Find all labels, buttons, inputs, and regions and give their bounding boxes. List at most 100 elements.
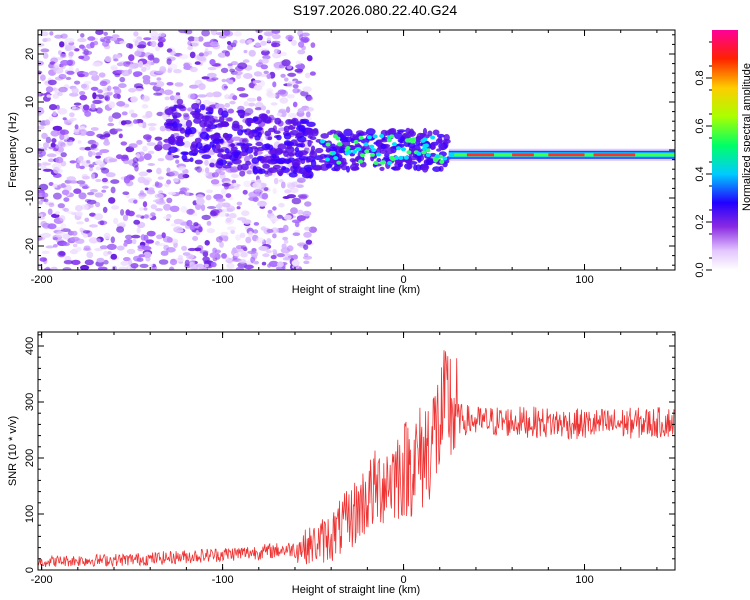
spectrogram-cell <box>42 162 51 166</box>
y-tick-label: -20 <box>24 238 36 254</box>
spectrogram-cell <box>99 245 108 250</box>
spectrogram-cell <box>233 70 243 76</box>
spectrogram-cell <box>236 206 241 210</box>
spectrogram-cell <box>221 78 227 83</box>
spectrogram-cell <box>173 218 183 225</box>
spectrogram-cell <box>252 229 259 234</box>
spectrogram-cell <box>440 143 445 151</box>
spectrogram-cell <box>103 140 110 146</box>
spectrogram-cell <box>366 135 372 140</box>
spectrogram-cell <box>86 251 94 259</box>
spectrogram-cell <box>298 41 305 48</box>
spectrogram-cell <box>66 176 76 182</box>
spectrogram-cell <box>205 127 211 132</box>
spectrogram-cell <box>231 61 238 66</box>
spectrogram-cell <box>243 219 252 225</box>
signal-band-peak <box>593 153 636 157</box>
spectrogram-cell <box>142 201 148 208</box>
chart-title: S197.2026.080.22.40.G24 <box>292 2 458 18</box>
spectrogram-cell <box>261 58 269 64</box>
spectrogram-cell <box>129 63 134 71</box>
spectrogram-cell <box>221 110 229 118</box>
spectrogram-cell <box>182 252 191 256</box>
spectrogram-cell <box>75 163 80 169</box>
spectrogram-cell <box>82 50 93 56</box>
spectrogram-cell <box>243 101 249 107</box>
x-tick-label: -200 <box>31 574 53 586</box>
spectrogram-cell <box>261 192 269 200</box>
spectrogram-cell <box>358 159 364 164</box>
spectrogram-cell <box>143 214 149 219</box>
spectrogram-cell <box>191 152 198 156</box>
spectrogram-cell <box>142 75 151 81</box>
spectrogram-cell <box>55 231 66 238</box>
spectrogram-cell <box>53 67 64 74</box>
signal-band-peak <box>512 153 534 157</box>
spectrogram-cell <box>57 50 62 55</box>
spectrogram-cell <box>148 126 156 132</box>
spectrogram-cell <box>271 154 277 159</box>
spectrogram-cell <box>113 93 120 99</box>
spectrogram-cell <box>253 151 258 157</box>
spectrogram-cell <box>157 37 166 43</box>
spectrogram-cell <box>432 129 440 136</box>
spectrogram-cell <box>325 157 330 162</box>
spectrogram-cell <box>58 251 66 256</box>
spectrogram-cell <box>157 41 164 48</box>
spectrogram-cell <box>103 259 109 265</box>
spectrogram-cell <box>123 177 131 184</box>
spectrogram-cell <box>284 253 292 260</box>
spectrogram-cell <box>141 95 150 102</box>
spectrogram-cell <box>376 157 382 163</box>
spectrogram-cell <box>281 59 291 67</box>
spectrogram-cell <box>303 244 309 251</box>
spectrogram-cell <box>55 156 64 164</box>
spectrogram-cell <box>128 54 135 62</box>
spectrogram-cell <box>64 37 75 44</box>
spectrogram-cell <box>276 134 282 141</box>
spectrogram-cell <box>63 197 70 203</box>
spectrogram-cell <box>287 81 293 88</box>
spectrogram-cell <box>274 92 280 99</box>
spectrogram-cell <box>189 157 194 162</box>
spectrogram-cell <box>206 206 217 209</box>
spectrogram-cell <box>90 86 99 91</box>
spectrogram-cell <box>91 173 96 180</box>
spectrogram-cell <box>89 212 96 217</box>
spectrogram-cell <box>76 180 86 185</box>
spectrogram-cell <box>103 31 108 36</box>
spectrogram-cell <box>38 162 42 167</box>
spectrogram-cell <box>268 260 279 268</box>
spectrogram-cell <box>68 51 74 57</box>
spectrogram-cell <box>80 204 89 210</box>
spectrogram-cell <box>95 160 103 165</box>
spectrogram-cell <box>243 73 253 79</box>
spectrogram-cell <box>123 160 131 165</box>
spectrogram-cell <box>95 201 101 208</box>
spectrogram-cell <box>243 49 248 54</box>
spectrogram-cell <box>39 257 47 262</box>
y-tick-label: 10 <box>24 96 36 108</box>
spectrogram-cell <box>143 207 148 211</box>
spectrogram-cell <box>43 168 53 172</box>
spectrogram-cell <box>116 154 123 160</box>
spectrogram-cell <box>262 116 272 124</box>
spectrogram-cell <box>48 116 54 122</box>
spectrogram-cell <box>296 166 303 174</box>
spectrogram-cell <box>233 252 242 257</box>
spectrogram-cell <box>135 153 141 159</box>
spectrogram-cell <box>295 64 303 69</box>
spectrogram-cell <box>138 122 144 128</box>
spectrogram-cell <box>163 89 174 96</box>
spectrogram-cell <box>154 182 163 189</box>
spectrogram-cell <box>143 251 152 258</box>
spectrogram-cell <box>164 96 170 101</box>
spectrogram-cell <box>339 137 349 143</box>
spectrogram-cell <box>136 139 143 145</box>
spectrogram-cell <box>252 165 257 171</box>
spectrogram-cell <box>163 203 172 211</box>
spectrogram-cell <box>315 147 324 154</box>
spectrogram-cell <box>98 72 106 78</box>
spectrogram-cell <box>252 80 257 84</box>
spectrogram-cell <box>267 209 273 214</box>
